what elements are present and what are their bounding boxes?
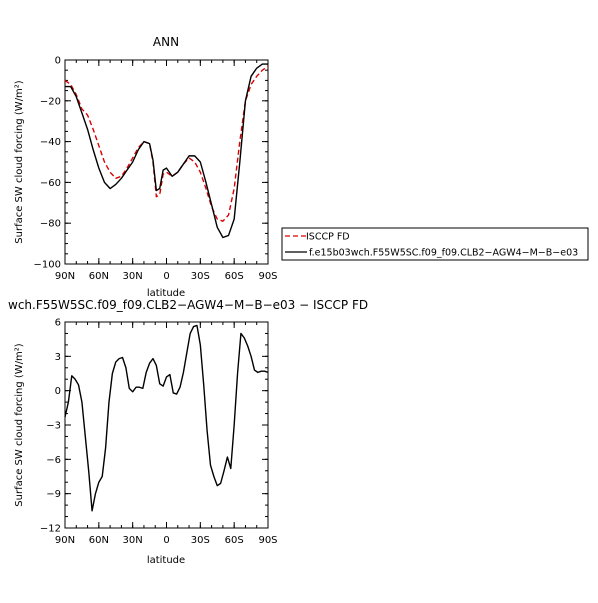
top-series-group xyxy=(64,63,269,239)
top-x-tick-label: 90N xyxy=(55,271,75,282)
bottom-x-tick-label: 60N xyxy=(89,535,109,546)
bottom-x-tick-label: 60S xyxy=(225,535,244,546)
top-y-tick-label: −40 xyxy=(40,137,61,148)
top-y-tick-label: −60 xyxy=(40,178,61,189)
bottom-y-tick-label: 3 xyxy=(55,352,61,363)
legend-label-model: f.e15b03wch.F55W5SC.f09_f09.CLB2−AGW4−M−… xyxy=(309,248,578,259)
top-x-tick-label: 0 xyxy=(163,271,169,282)
bottom-x-tick-label: 0 xyxy=(163,535,169,546)
top-x-tick-label: 60S xyxy=(225,271,244,282)
bottom-axis-ticks: 90N 60N 30N 0 30S 60S 90S 6 3 0 −3 −6 −9 −12 xyxy=(40,318,278,547)
top-x-tick-label: 90S xyxy=(258,271,277,282)
bottom-y-tick-label: 6 xyxy=(55,318,61,329)
legend-box xyxy=(281,227,589,261)
top-y-tick-label: −80 xyxy=(40,219,61,230)
bottom-chart-title: wch.F55W5SC.f09_f09.CLB2−AGW4−M−B−e03 − … xyxy=(8,298,368,312)
legend-label-isccp: ISCCP FD xyxy=(306,232,350,243)
top-series-line-0 xyxy=(64,65,269,222)
bottom-series-line-0 xyxy=(64,324,269,512)
top-y-axis-label: Surface SW cloud forcing (W/m²) xyxy=(14,80,25,244)
top-y-tick-label: 0 xyxy=(55,56,61,67)
bottom-x-tick-label: 30S xyxy=(191,535,210,546)
top-series-line-1 xyxy=(65,63,268,239)
top-panel: ANN 90N 60N 30N 0 30S 60S 90S 0 −20 −40 −60 −80 −100… xyxy=(14,35,278,299)
bottom-y-tick-label: −9 xyxy=(46,489,61,500)
top-y-tick-label: −100 xyxy=(34,260,61,271)
bottom-y-axis-label: Surface SW cloud forcing (W/m²) xyxy=(14,343,25,507)
bottom-panel: wch.F55W5SC.f09_f09.CLB2−AGW4−M−B−e03 − … xyxy=(8,298,368,566)
bottom-x-axis-label: latitude xyxy=(147,555,185,566)
bottom-x-tick-label: 30N xyxy=(123,535,143,546)
bottom-x-tick-label: 90S xyxy=(258,535,277,546)
bottom-y-tick-label: 0 xyxy=(55,386,61,397)
bottom-y-tick-label: −12 xyxy=(40,524,61,535)
bottom-y-tick-label: −3 xyxy=(46,421,61,432)
bottom-x-tick-label: 90N xyxy=(55,535,75,546)
top-x-axis-label: latitude xyxy=(147,288,185,299)
bottom-series-group xyxy=(64,324,269,512)
top-chart-title: ANN xyxy=(153,35,179,49)
top-x-tick-label: 30S xyxy=(191,271,210,282)
top-x-tick-label: 30N xyxy=(123,271,143,282)
bottom-y-tick-label: −6 xyxy=(46,455,61,466)
top-x-tick-label: 60N xyxy=(89,271,109,282)
top-axis-ticks: 90N 60N 30N 0 30S 60S 90S 0 −20 −40 −60 −80 −100 xyxy=(34,56,278,283)
legend: ISCCP FD f.e15b03wch.F55W5SC.f09_f09.CLB… xyxy=(281,227,589,261)
top-y-tick-label: −20 xyxy=(40,96,61,107)
